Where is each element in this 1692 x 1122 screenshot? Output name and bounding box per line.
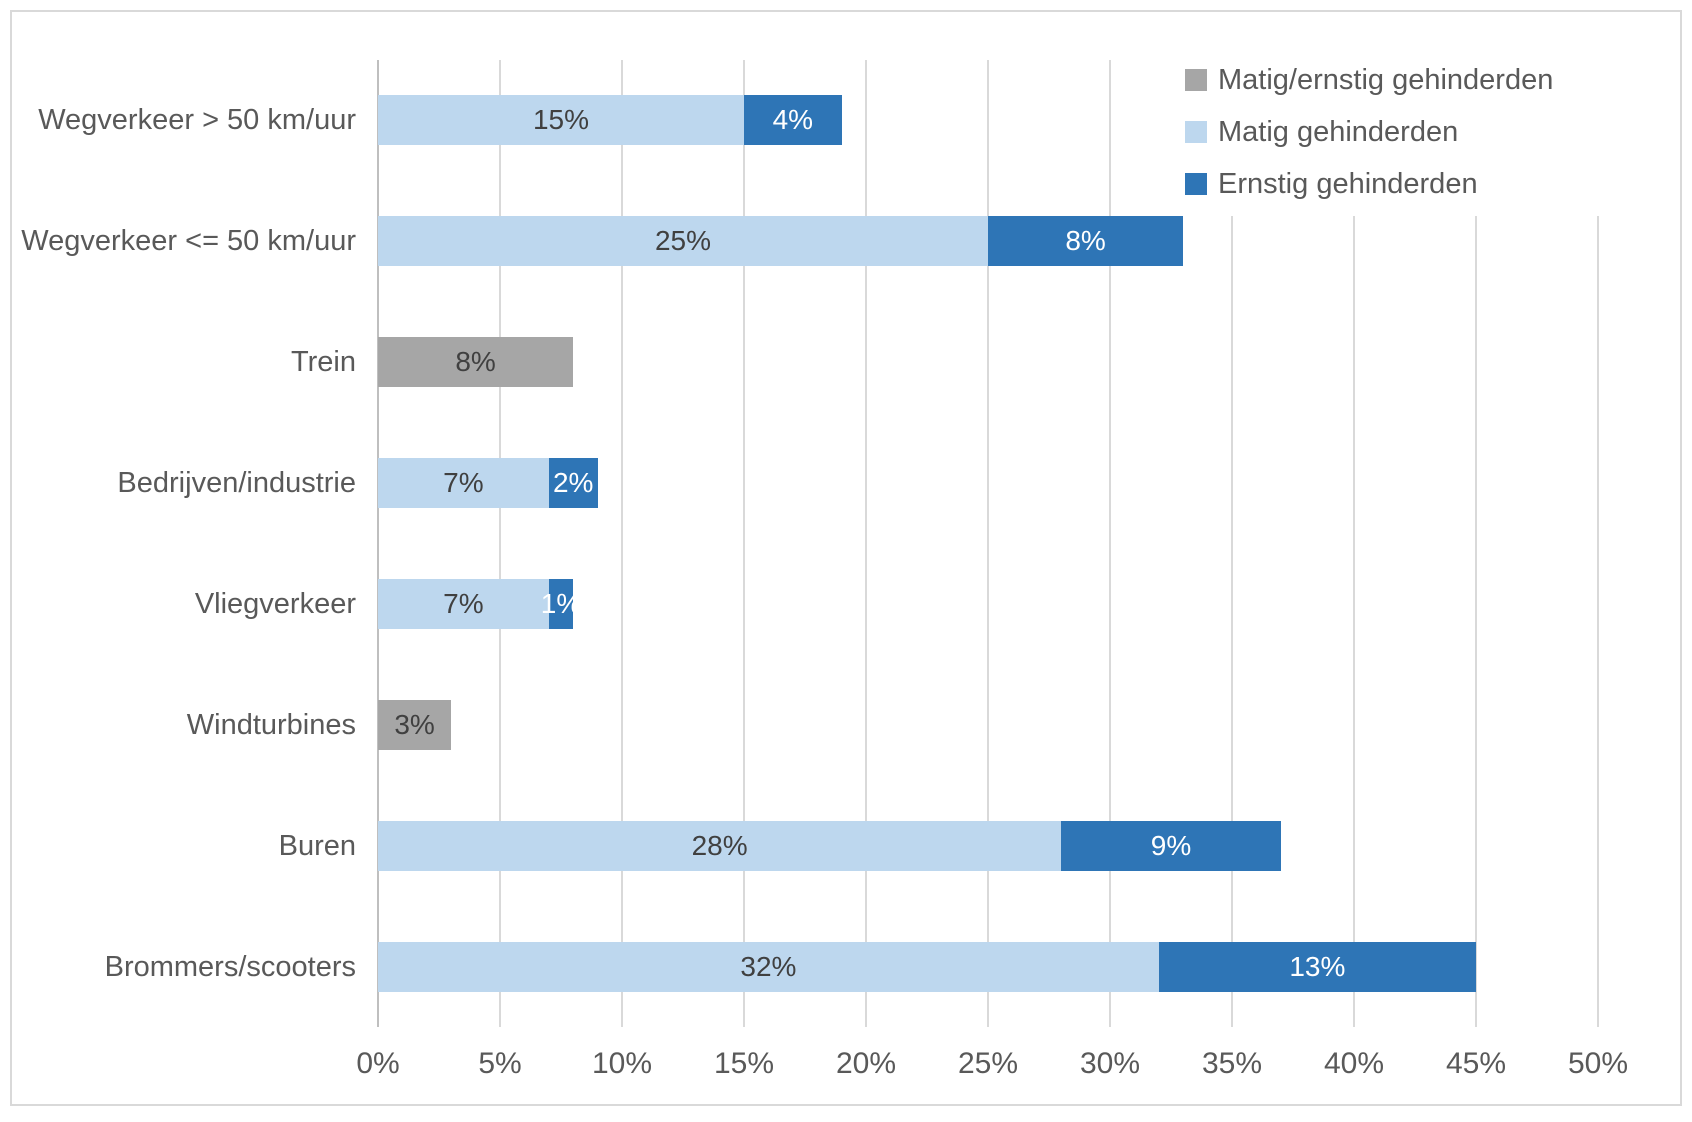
value-label: 28% bbox=[691, 829, 748, 861]
legend: Matig/ernstig gehinderden Matig gehinderd… bbox=[1185, 48, 1627, 216]
legend-swatch-icon bbox=[1185, 121, 1207, 143]
bar-segment-series-1: 28% bbox=[378, 820, 1062, 871]
category-label: Vliegverkeer bbox=[194, 587, 356, 620]
value-label: 8% bbox=[1065, 225, 1106, 257]
gridline bbox=[499, 60, 501, 1027]
bar-row: 8% bbox=[378, 337, 1598, 388]
x-tick-label: 5% bbox=[478, 1047, 522, 1080]
gridline bbox=[1109, 60, 1111, 1027]
bar-segment-series-2: 8% bbox=[988, 216, 1184, 267]
value-label: 4% bbox=[772, 104, 814, 136]
bar-row: 25% 8% bbox=[378, 216, 1598, 267]
bar-segment-series-1: 15% bbox=[378, 95, 744, 146]
bar-row: 32% 13% bbox=[378, 941, 1598, 992]
bar-row: 3% bbox=[378, 699, 1598, 750]
gridline bbox=[1231, 60, 1233, 1027]
value-label: 3% bbox=[394, 708, 435, 740]
x-tick-label: 50% bbox=[1567, 1047, 1629, 1080]
bar-segment-series-2: 13% bbox=[1158, 941, 1476, 992]
bar-row: 7% 1% bbox=[378, 578, 1598, 629]
legend-label: Ernstig gehinderden bbox=[1218, 167, 1478, 200]
gridline bbox=[621, 60, 623, 1027]
x-tick-label: 20% bbox=[835, 1047, 897, 1080]
category-label: Wegverkeer > 50 km/uur bbox=[38, 104, 356, 137]
bar-segment-series-1: 7% bbox=[378, 578, 549, 629]
gridline bbox=[743, 60, 745, 1027]
category-label: Trein bbox=[291, 346, 356, 379]
value-label: 13% bbox=[1289, 950, 1346, 982]
x-tick-label: 15% bbox=[713, 1047, 775, 1080]
bar-segment-series-0: 3% bbox=[378, 699, 452, 750]
category-axis-labels: Wegverkeer > 50 km/uur Wegverkeer <= 50 k… bbox=[0, 60, 356, 1027]
legend-swatch-icon bbox=[1185, 69, 1207, 91]
bar-row: 7% 2% bbox=[378, 458, 1598, 509]
value-label: 7% bbox=[443, 587, 484, 619]
x-tick-label: 35% bbox=[1201, 1047, 1263, 1080]
gridline bbox=[1475, 60, 1477, 1027]
x-tick-label: 30% bbox=[1079, 1047, 1141, 1080]
bar-segment-series-1: 7% bbox=[378, 458, 549, 509]
legend-swatch-icon bbox=[1185, 173, 1207, 195]
x-tick-label: 25% bbox=[957, 1047, 1019, 1080]
gridline bbox=[1353, 60, 1355, 1027]
bar-row: 15% 4% bbox=[378, 95, 1598, 146]
legend-label: Matig gehinderden bbox=[1218, 115, 1459, 148]
gridline bbox=[865, 60, 867, 1027]
value-label: 8% bbox=[455, 346, 496, 378]
value-label: 2% bbox=[552, 467, 594, 499]
x-axis-tick-labels: 0% 5% 10% 15% 20% 25% 30% 35% 40% 45% 50% bbox=[356, 1042, 1628, 1086]
value-label: 7% bbox=[443, 467, 484, 499]
category-label: Brommers/scooters bbox=[104, 950, 356, 983]
bar-segment-series-1: 32% bbox=[378, 941, 1159, 992]
bar-segment-series-0: 8% bbox=[378, 337, 574, 388]
value-label: 15% bbox=[532, 104, 590, 136]
legend-label: Matig/ernstig gehinderden bbox=[1218, 63, 1554, 96]
gridline bbox=[1597, 60, 1599, 1027]
bar-segment-series-2: 9% bbox=[1061, 820, 1281, 871]
plot-area: 15% 4% 25% 8% 8% 7% 2% 7% 1% 3% 28% 9% 32% 13% bbox=[377, 60, 1599, 1027]
y-axis-line bbox=[377, 60, 379, 1027]
value-label: 9% bbox=[1150, 829, 1192, 861]
category-label: Bedrijven/industrie bbox=[117, 467, 356, 500]
value-label: 1% bbox=[540, 587, 582, 619]
bar-segment-series-2: 4% bbox=[744, 95, 842, 146]
bar-segment-series-2: 1% bbox=[541, 578, 581, 629]
category-label: Windturbines bbox=[186, 708, 356, 741]
bar-row: 28% 9% bbox=[378, 820, 1598, 871]
bar-segment-series-2: 2% bbox=[548, 458, 598, 509]
category-label: Wegverkeer <= 50 km/uur bbox=[21, 225, 356, 258]
x-tick-label: 0% bbox=[356, 1047, 400, 1080]
x-tick-label: 40% bbox=[1323, 1047, 1385, 1080]
gridline bbox=[987, 60, 989, 1027]
legend-item: Matig gehinderden bbox=[1185, 115, 1627, 149]
x-tick-label: 45% bbox=[1445, 1047, 1507, 1080]
legend-item: Matig/ernstig gehinderden bbox=[1185, 63, 1627, 97]
legend-item: Ernstig gehinderden bbox=[1185, 167, 1627, 201]
value-label: 32% bbox=[740, 950, 797, 982]
value-label: 25% bbox=[654, 225, 712, 257]
x-tick-label: 10% bbox=[591, 1047, 653, 1080]
category-label: Buren bbox=[278, 829, 356, 862]
bar-segment-series-1: 25% bbox=[378, 216, 988, 267]
